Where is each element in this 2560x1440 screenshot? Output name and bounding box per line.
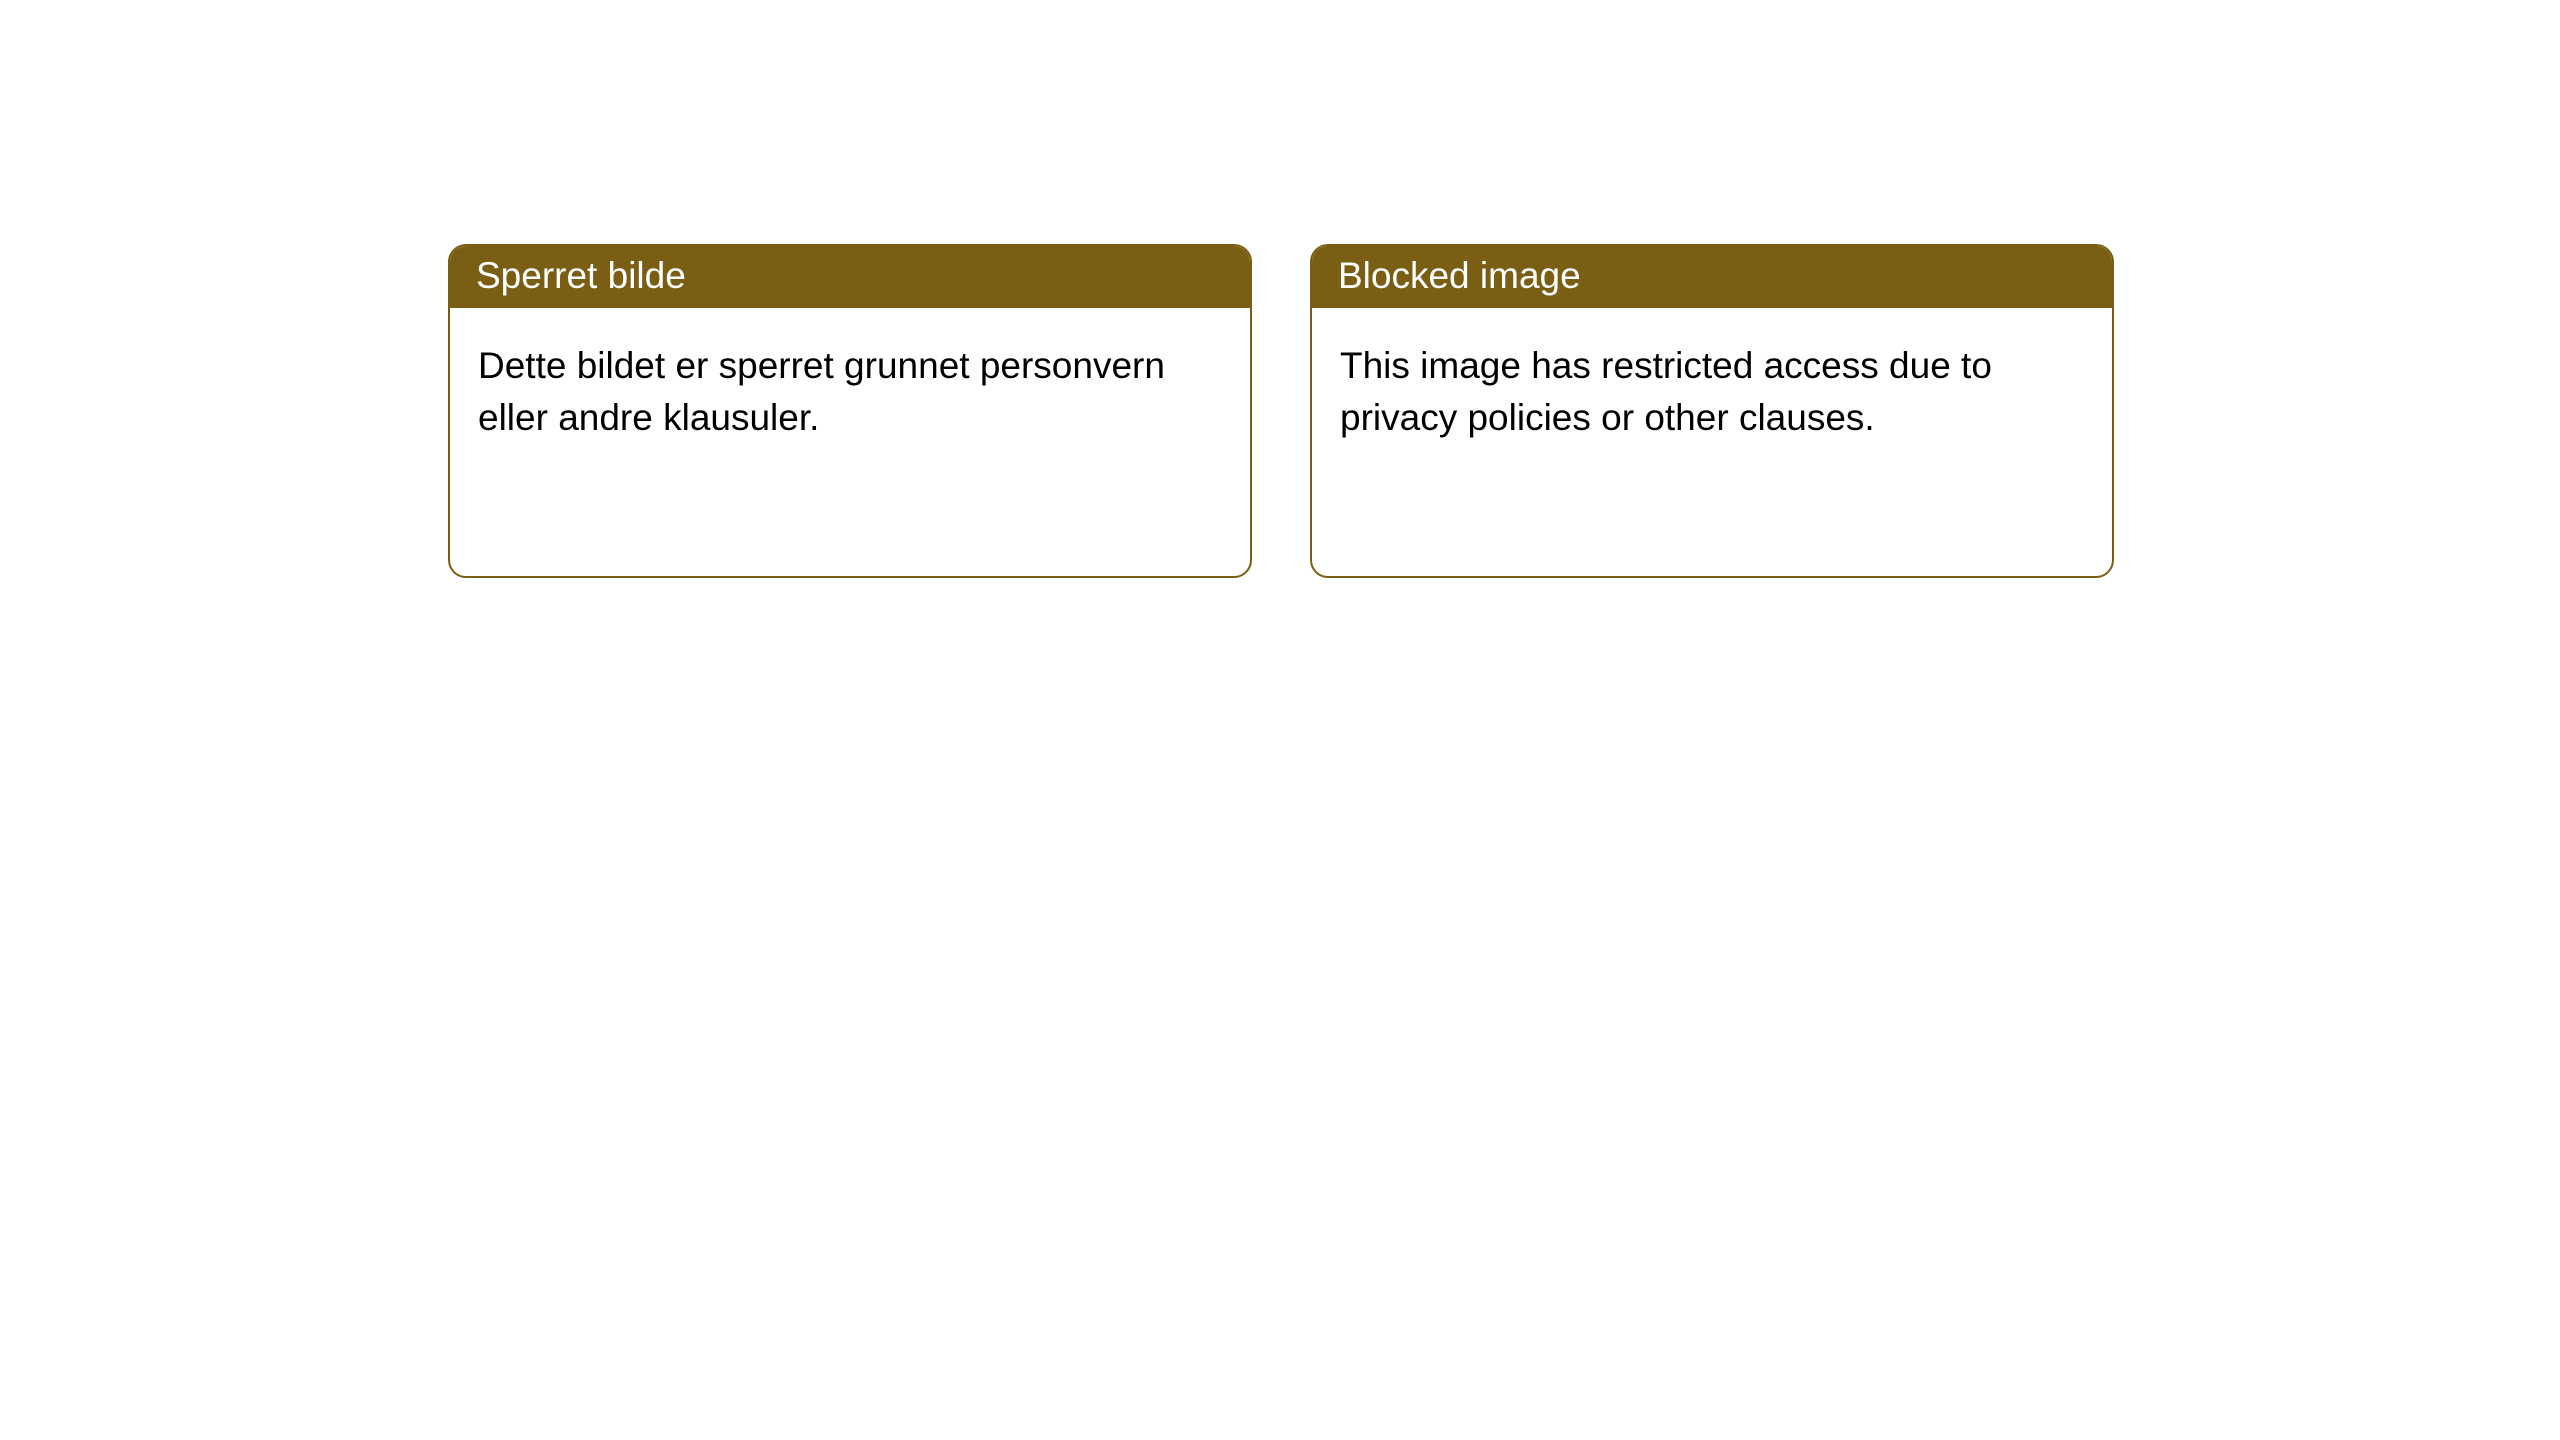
card-container: Sperret bilde Dette bildet er sperret gr… (0, 0, 2560, 578)
card-header-text: Blocked image (1338, 255, 1581, 296)
card-body-text: This image has restricted access due to … (1340, 345, 1992, 438)
card-header-text: Sperret bilde (476, 255, 686, 296)
card-body: This image has restricted access due to … (1312, 308, 2112, 476)
card-header: Sperret bilde (450, 246, 1250, 308)
blocked-image-card-no: Sperret bilde Dette bildet er sperret gr… (448, 244, 1252, 578)
card-body-text: Dette bildet er sperret grunnet personve… (478, 345, 1165, 438)
card-body: Dette bildet er sperret grunnet personve… (450, 308, 1250, 476)
blocked-image-card-en: Blocked image This image has restricted … (1310, 244, 2114, 578)
card-header: Blocked image (1312, 246, 2112, 308)
